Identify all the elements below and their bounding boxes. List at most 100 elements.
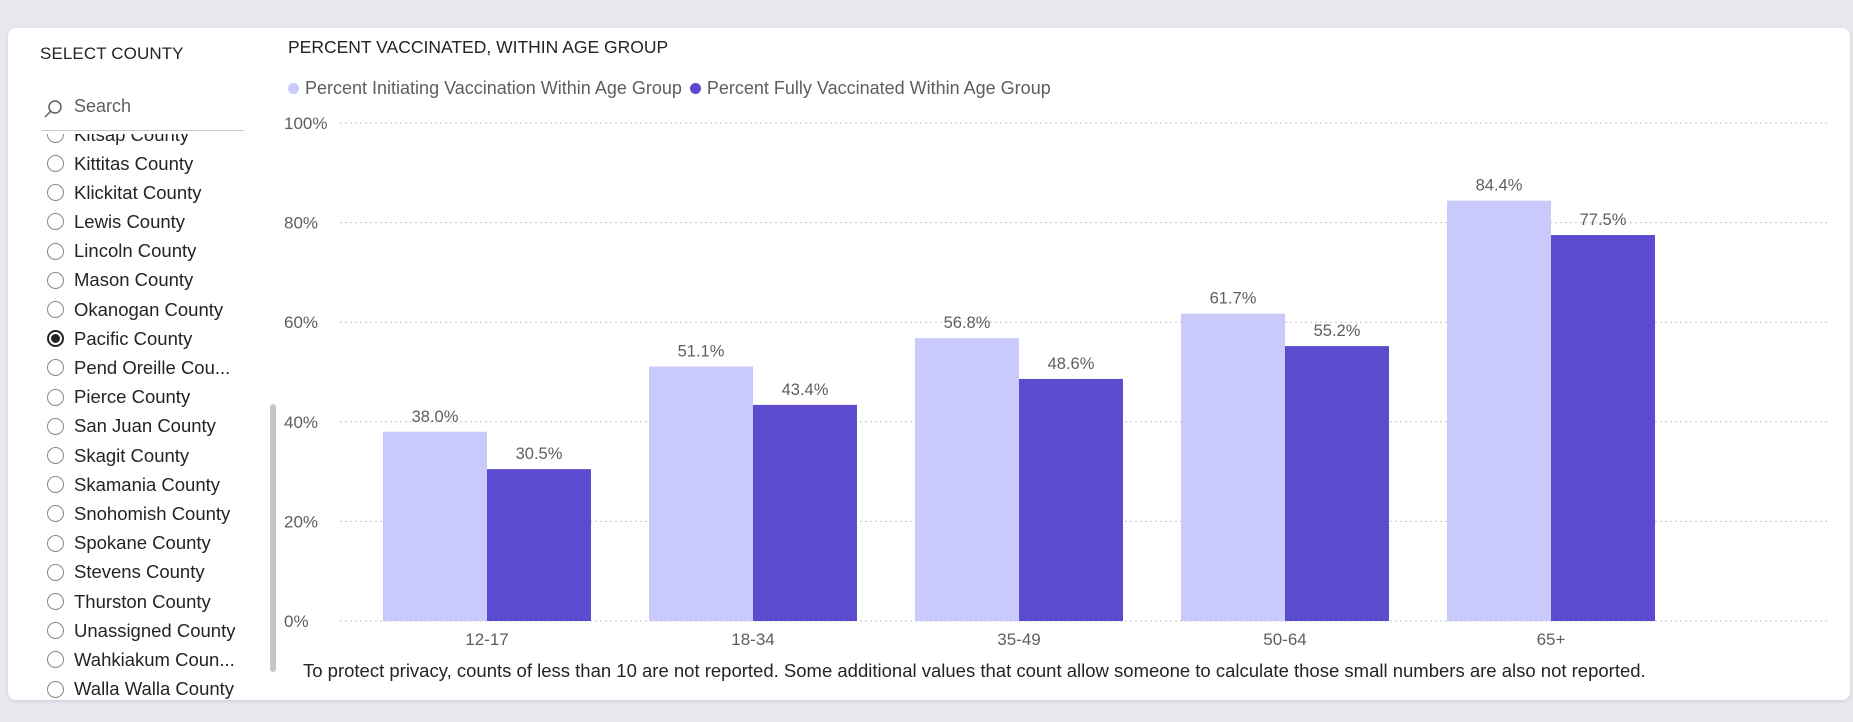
- list-item-label: Pend Oreille Cou...: [74, 356, 231, 378]
- x-tick-label: 18-34: [731, 630, 774, 649]
- radio-button[interactable]: [47, 622, 64, 640]
- list-item-label: Snohomish County: [74, 502, 231, 524]
- radio-button[interactable]: [47, 388, 64, 406]
- bar-initiating[interactable]: [1447, 200, 1551, 622]
- county-slicer: SELECT COUNTY Search Kitsap County Kitti…: [30, 34, 276, 699]
- list-item[interactable]: Lincoln County: [40, 237, 246, 266]
- list-item[interactable]: Spokane County: [40, 529, 246, 558]
- list-item-label: Kittitas County: [74, 152, 194, 174]
- list-scrollbar[interactable]: [270, 404, 276, 672]
- data-label: 61.7%: [1210, 290, 1257, 308]
- chart-legend: Percent Initiating Vaccination Within Ag…: [288, 78, 1059, 99]
- list-item[interactable]: Kittitas County: [40, 149, 246, 178]
- search-input[interactable]: Search: [42, 96, 244, 131]
- legend-label-fully: Percent Fully Vaccinated Within Age Grou…: [706, 78, 1051, 98]
- radio-button[interactable]: [47, 534, 64, 552]
- radio-button[interactable]: [47, 271, 64, 289]
- bar-chart: 0% 20% 40% 60% 80% 100% 38.0% 30.5% 12-17 51.1% 43…: [284, 114, 1830, 649]
- list-item-label: San Juan County: [74, 415, 216, 437]
- bar-initiating[interactable]: [1181, 313, 1285, 621]
- list-item[interactable]: Okanogan County: [40, 295, 246, 324]
- radio-button[interactable]: [47, 476, 64, 494]
- list-item-label: Unassigned County: [74, 619, 236, 641]
- y-tick-label: 60%: [284, 313, 318, 332]
- list-item-label: Kitsap County: [74, 134, 190, 145]
- y-tick-label: 40%: [284, 413, 318, 432]
- radio-button[interactable]: [47, 505, 64, 523]
- y-tick-label: 80%: [284, 214, 318, 233]
- list-item[interactable]: Unassigned County: [40, 616, 246, 645]
- bar-fully[interactable]: [487, 469, 591, 621]
- y-tick-label: 0%: [284, 612, 309, 631]
- list-item[interactable]: Pend Oreille Cou...: [40, 353, 246, 382]
- radio-button[interactable]: [47, 213, 64, 231]
- radio-button[interactable]: [47, 242, 64, 260]
- search-placeholder: Search: [74, 96, 132, 116]
- list-item[interactable]: Skamania County: [40, 470, 246, 499]
- legend-dot-fully: [689, 83, 701, 94]
- radio-button[interactable]: [47, 417, 64, 435]
- list-item-label: Pacific County: [74, 327, 193, 349]
- radio-button[interactable]: [47, 593, 64, 610]
- list-item-partial[interactable]: Kitsap County: [40, 134, 246, 149]
- list-item[interactable]: Thurston County: [40, 587, 246, 616]
- legend-label-initiating: Percent Initiating Vaccination Within Ag…: [305, 78, 682, 98]
- legend-item-fully[interactable]: Percent Fully Vaccinated Within Age Grou…: [689, 78, 1051, 99]
- radio-button[interactable]: [47, 651, 64, 669]
- bar-initiating[interactable]: [915, 338, 1019, 621]
- list-item-label: Stevens County: [74, 561, 205, 583]
- y-tick-label: 20%: [284, 512, 318, 531]
- radio-button[interactable]: [47, 184, 64, 202]
- list-item[interactable]: Pacific County: [40, 324, 246, 353]
- bar-fully[interactable]: [1285, 346, 1389, 621]
- list-item[interactable]: Wahkiakum Coun...: [40, 645, 246, 674]
- bar-initiating[interactable]: [383, 431, 487, 621]
- list-item-label: Wahkiakum Coun...: [74, 648, 235, 670]
- x-tick-label: 12-17: [465, 630, 508, 649]
- list-item[interactable]: Snohomish County: [40, 499, 246, 528]
- x-tick-label: 50-64: [1263, 630, 1306, 649]
- radio-button[interactable]: [47, 680, 64, 698]
- chart-title: PERCENT VACCINATED, WITHIN AGE GROUP: [288, 37, 669, 57]
- y-tick-label: 100%: [284, 114, 327, 133]
- list-item-label: Okanogan County: [74, 298, 224, 320]
- list-item[interactable]: Pierce County: [40, 383, 246, 412]
- list-item[interactable]: San Juan County: [40, 412, 246, 441]
- data-label: 51.1%: [678, 343, 725, 361]
- list-item[interactable]: Stevens County: [40, 558, 246, 587]
- data-label: 38.0%: [412, 408, 459, 426]
- search-icon: [44, 100, 62, 118]
- radio-button[interactable]: [47, 134, 64, 143]
- list-item[interactable]: Skagit County: [40, 441, 246, 470]
- list-item-label: Mason County: [74, 269, 194, 291]
- legend-item-initiating[interactable]: Percent Initiating Vaccination Within Ag…: [288, 78, 682, 99]
- data-label: 56.8%: [944, 314, 991, 332]
- bar-fully[interactable]: [1551, 235, 1655, 622]
- slicer-title: SELECT COUNTY: [40, 44, 184, 63]
- bar-initiating[interactable]: [649, 366, 753, 621]
- list-item[interactable]: Walla Walla County: [40, 675, 246, 704]
- data-label: 77.5%: [1580, 211, 1627, 229]
- list-item-label: Lewis County: [74, 210, 186, 232]
- radio-button[interactable]: [47, 359, 64, 377]
- radio-button[interactable]: [47, 301, 64, 318]
- data-label: 55.2%: [1314, 322, 1361, 340]
- radio-button[interactable]: [47, 563, 64, 581]
- list-item-label: Skagit County: [74, 444, 190, 466]
- radio-button[interactable]: [47, 447, 64, 464]
- radio-button[interactable]: [47, 155, 64, 172]
- legend-dot-initiating: [288, 83, 299, 94]
- list-item-label: Pierce County: [74, 386, 191, 408]
- privacy-footnote: To protect privacy, counts of less than …: [303, 660, 1646, 681]
- data-label: 48.6%: [1048, 355, 1095, 373]
- radio-button-selected[interactable]: [47, 330, 64, 348]
- bar-fully[interactable]: [753, 404, 857, 621]
- list-item[interactable]: Mason County: [40, 266, 246, 295]
- data-label: 30.5%: [516, 445, 563, 463]
- list-item[interactable]: Lewis County: [40, 207, 246, 236]
- bar-fully[interactable]: [1019, 378, 1123, 621]
- county-list[interactable]: Kitsap County Kittitas County Klickitat C…: [40, 134, 246, 722]
- data-label: 84.4%: [1476, 177, 1523, 195]
- list-item[interactable]: Klickitat County: [40, 178, 246, 207]
- list-item-label: Lincoln County: [74, 240, 197, 262]
